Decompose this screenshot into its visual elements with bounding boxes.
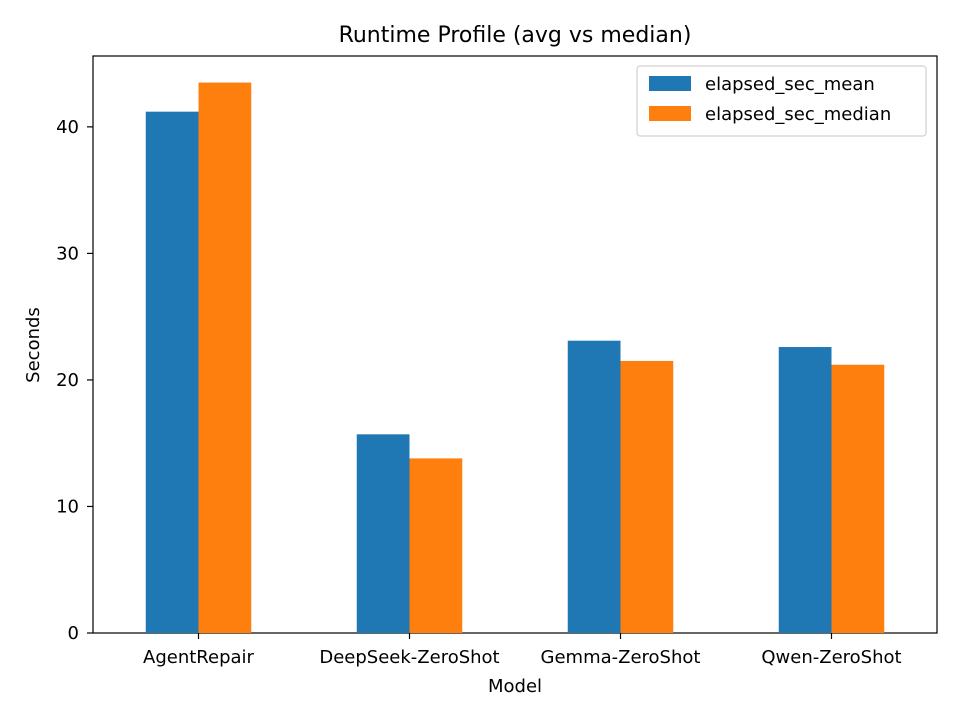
y-tick-label-4: 40 [56, 117, 79, 138]
y-tick-label-1: 10 [56, 496, 79, 517]
legend-frame [636, 65, 927, 137]
bar-elapsed_sec_median-qwen-zeroshot [831, 364, 885, 633]
x-tick-label-0: AgentRepair [143, 647, 255, 668]
y-tick-label-3: 30 [56, 243, 79, 264]
x-tick-label-3: Qwen-ZeroShot [761, 647, 901, 668]
bar-elapsed_sec_mean-deepseek-zeroshot [356, 434, 410, 633]
legend-swatch-elapsed_sec_mean [649, 76, 691, 91]
bar-elapsed_sec_median-gemma-zeroshot [620, 360, 674, 633]
y-axis-label: Seconds [23, 307, 44, 383]
x-axis-label: Model [488, 676, 542, 697]
bar-elapsed_sec_median-deepseek-zeroshot [409, 458, 463, 633]
plot-area: 0 10 20 30 40 AgentRepair DeepSeek-ZeroShot Ge… [56, 55, 938, 668]
legend: elapsed_sec_mean elapsed_sec_median [636, 65, 927, 137]
legend-label-elapsed_sec_mean: elapsed_sec_mean [705, 74, 875, 95]
chart-title: Runtime Profile (avg vs median) [339, 23, 692, 48]
legend-label-elapsed_sec_median: elapsed_sec_median [705, 104, 891, 125]
legend-swatch-elapsed_sec_median [649, 106, 691, 121]
x-axis: AgentRepair DeepSeek-ZeroShot Gemma-ZeroSh… [143, 633, 902, 668]
y-tick-label-2: 20 [56, 370, 79, 391]
x-tick-label-1: DeepSeek-ZeroShot [319, 647, 499, 668]
bar-elapsed_sec_mean-agentrepair [145, 111, 199, 634]
y-axis: 0 10 20 30 40 [56, 117, 93, 644]
bars-layer [145, 82, 885, 634]
y-tick-label-0: 0 [68, 623, 79, 644]
bar-elapsed_sec_mean-qwen-zeroshot [778, 347, 832, 633]
plot-frame [92, 55, 938, 634]
bar-elapsed_sec_mean-gemma-zeroshot [567, 340, 621, 633]
bar-elapsed_sec_median-agentrepair [198, 82, 252, 633]
x-tick-label-2: Gemma-ZeroShot [541, 647, 701, 668]
